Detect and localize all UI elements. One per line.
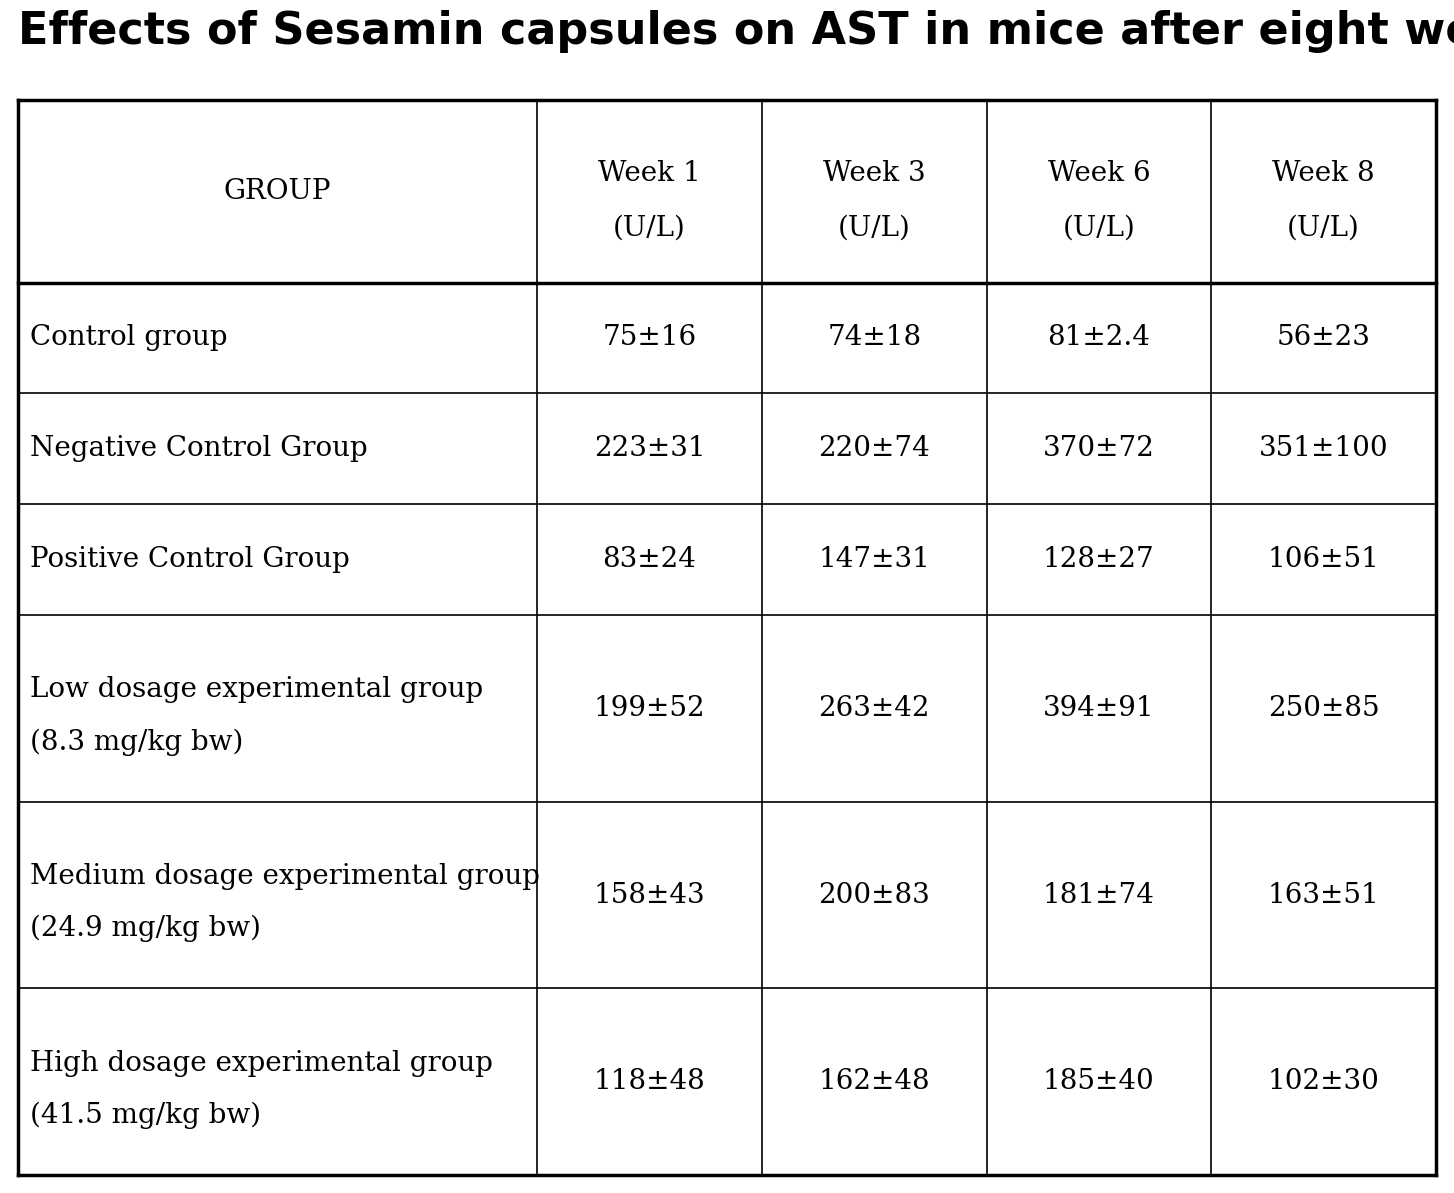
Text: Week 3: Week 3 <box>823 160 926 186</box>
Text: (U/L): (U/L) <box>1287 215 1359 241</box>
Text: 370±72: 370±72 <box>1043 435 1154 463</box>
Text: Week 8: Week 8 <box>1272 160 1375 186</box>
Text: 351±100: 351±100 <box>1259 435 1389 463</box>
Text: 263±42: 263±42 <box>819 696 931 722</box>
Text: 181±74: 181±74 <box>1043 882 1154 909</box>
Text: Low dosage experimental group: Low dosage experimental group <box>31 676 483 704</box>
Text: (8.3 mg/kg bw): (8.3 mg/kg bw) <box>31 729 243 755</box>
Text: 223±31: 223±31 <box>593 435 705 463</box>
Text: 83±24: 83±24 <box>602 546 696 574</box>
Text: 162±48: 162±48 <box>819 1068 931 1095</box>
Text: (U/L): (U/L) <box>838 215 910 241</box>
Text: 118±48: 118±48 <box>593 1068 705 1095</box>
Text: 81±2.4: 81±2.4 <box>1047 324 1150 352</box>
Text: Control group: Control group <box>31 324 227 352</box>
Text: Week 1: Week 1 <box>598 160 701 186</box>
Text: Positive Control Group: Positive Control Group <box>31 546 350 574</box>
Text: 200±83: 200±83 <box>819 882 931 909</box>
Text: 56±23: 56±23 <box>1277 324 1371 352</box>
Text: GROUP: GROUP <box>224 178 332 205</box>
Text: 128±27: 128±27 <box>1043 546 1154 574</box>
Text: 74±18: 74±18 <box>827 324 922 352</box>
Text: 75±16: 75±16 <box>602 324 696 352</box>
Text: (41.5 mg/kg bw): (41.5 mg/kg bw) <box>31 1101 262 1129</box>
Text: Effects of Sesamin capsules on AST in mice after eight weeks of feeding: Effects of Sesamin capsules on AST in mi… <box>17 10 1454 52</box>
Text: 394±91: 394±91 <box>1043 696 1154 722</box>
Text: Negative Control Group: Negative Control Group <box>31 435 368 463</box>
Text: (U/L): (U/L) <box>1063 215 1136 241</box>
Text: 106±51: 106±51 <box>1268 546 1380 574</box>
Text: 185±40: 185±40 <box>1043 1068 1154 1095</box>
Text: 250±85: 250±85 <box>1268 696 1380 722</box>
Text: Week 6: Week 6 <box>1048 160 1150 186</box>
Text: (U/L): (U/L) <box>614 215 686 241</box>
Text: High dosage experimental group: High dosage experimental group <box>31 1050 493 1076</box>
Text: 102±30: 102±30 <box>1268 1068 1380 1095</box>
Text: (24.9 mg/kg bw): (24.9 mg/kg bw) <box>31 915 262 942</box>
Text: Medium dosage experimental group: Medium dosage experimental group <box>31 863 539 890</box>
Text: 163±51: 163±51 <box>1268 882 1380 909</box>
Text: 158±43: 158±43 <box>593 882 705 909</box>
Text: 220±74: 220±74 <box>819 435 931 463</box>
Text: 147±31: 147±31 <box>819 546 931 574</box>
Text: 199±52: 199±52 <box>593 696 705 722</box>
